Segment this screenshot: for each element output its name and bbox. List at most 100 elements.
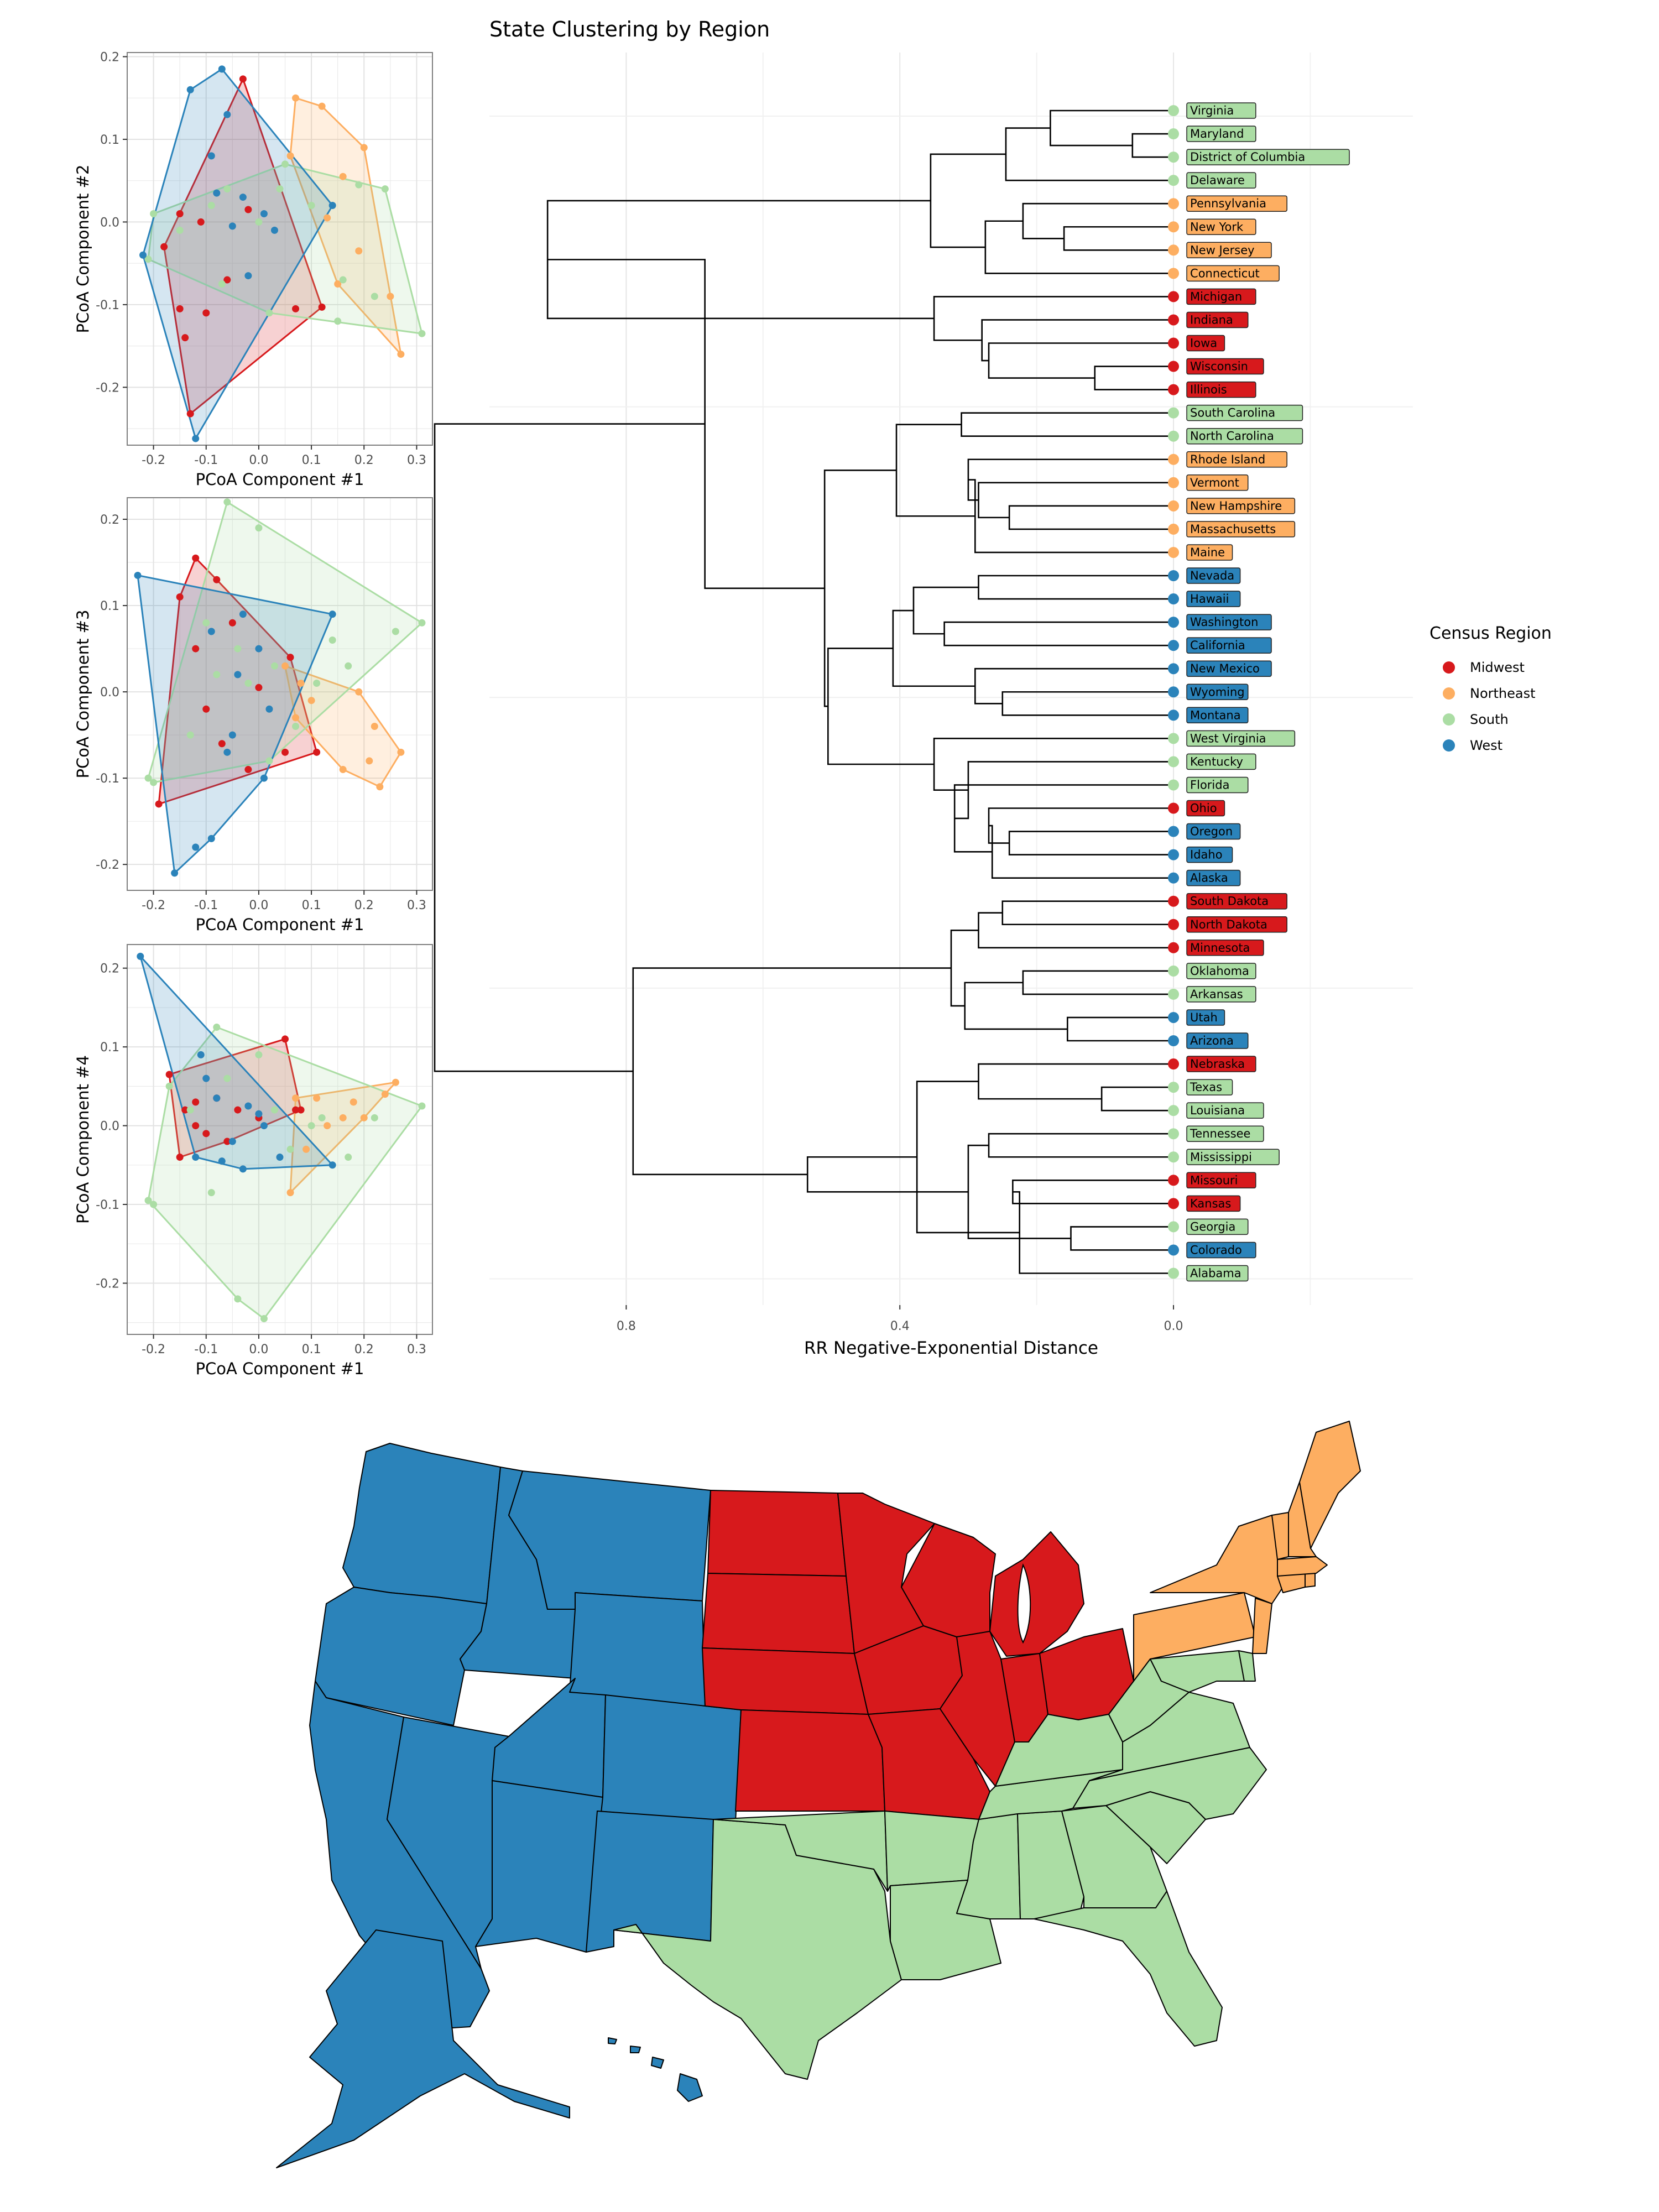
point-midwest <box>202 705 210 713</box>
leaf-point <box>1168 1035 1180 1046</box>
leaf-label-box <box>1186 427 1303 445</box>
leaf-point <box>1168 291 1180 302</box>
leaf-label: Maryland <box>1190 127 1244 140</box>
x-tick-label: 0.2 <box>354 899 374 912</box>
state-massachusetts <box>1277 1556 1328 1577</box>
dendrogram-branch <box>632 967 951 1176</box>
point-south <box>270 662 278 670</box>
leaf-point <box>1168 1011 1180 1023</box>
y-tick-label: -0.2 <box>96 1277 119 1291</box>
point-south <box>328 636 336 644</box>
point-midwest <box>176 210 184 217</box>
leaf-label: Wyoming <box>1190 685 1245 698</box>
leaf-point <box>1168 268 1180 279</box>
x-tick-label: -0.2 <box>142 453 165 467</box>
x-axis-label: PCoA Component #1 <box>196 470 364 489</box>
leaf-label-box <box>1186 893 1287 910</box>
point-south <box>307 202 315 210</box>
dendrogram-branch <box>954 761 1174 820</box>
leaf-label-box <box>1186 730 1296 747</box>
figure-title: State Clustering by Region <box>489 17 770 41</box>
leaf-label-box <box>1186 474 1249 491</box>
leaf-label: Maine <box>1190 546 1225 559</box>
x-tick-label: 0.8 <box>617 1319 636 1333</box>
leaf-label: Nebraska <box>1190 1057 1245 1071</box>
leaf-point <box>1168 1198 1180 1209</box>
leaf-point <box>1168 407 1180 419</box>
point-south <box>186 1106 194 1114</box>
point-south <box>371 293 378 300</box>
point-midwest <box>281 1035 289 1043</box>
y-axis-label: PCoA Component #3 <box>74 610 92 779</box>
point-south <box>213 671 221 679</box>
point-northeast <box>339 173 347 180</box>
y-tick-label: 0.1 <box>100 599 119 613</box>
dendrogram-branch <box>1012 1180 1174 1204</box>
dendrogram-branch <box>961 412 1174 437</box>
x-axis-label: PCoA Component #1 <box>196 915 364 934</box>
pcoa-panels: -0.2 -0.1 0.0 0.1 0.2 0.3 -0.2 -0.1 0.0 0.1 0.2 PCo… <box>74 50 433 1378</box>
point-northeast <box>313 1094 321 1102</box>
point-midwest <box>218 740 226 748</box>
leaf-label-box <box>1186 869 1241 886</box>
x-tick-label: 0.0 <box>249 453 268 467</box>
leaf-point <box>1168 384 1180 395</box>
x-tick-label: 0.3 <box>407 1343 426 1357</box>
dendrogram-branch <box>933 296 1174 341</box>
leaf-point <box>1168 663 1180 675</box>
leaf-label: Washington <box>1190 615 1258 629</box>
point-northeast <box>302 1145 310 1153</box>
point-south <box>213 1024 221 1031</box>
point-south <box>176 226 184 234</box>
leaf-point <box>1168 430 1180 442</box>
point-south <box>255 524 263 532</box>
leaf-label-box <box>1186 288 1256 305</box>
dendrogram-branch <box>1005 127 1174 181</box>
point-midwest <box>165 1071 173 1078</box>
leaf-point <box>1168 1058 1180 1070</box>
legend-label: Midwest <box>1470 660 1525 675</box>
state-alaska <box>276 1929 570 2168</box>
point-south <box>281 160 289 168</box>
point-west <box>228 731 236 739</box>
leaf-label: Kansas <box>1190 1197 1231 1210</box>
dendrogram-branch <box>1022 202 1174 239</box>
leaf-label-box <box>1186 358 1264 375</box>
dendrogram-branch <box>978 1063 1174 1100</box>
leaf-label: Georgia <box>1190 1220 1235 1233</box>
leaf-label: New York <box>1190 220 1244 233</box>
leaf-label: North Carolina <box>1190 430 1274 443</box>
point-south <box>234 1295 242 1303</box>
leaf-point <box>1168 1221 1180 1233</box>
leaf-label: New Mexico <box>1190 662 1260 675</box>
leaf-label-box <box>1186 986 1256 1003</box>
x-tick-label: 0.1 <box>302 1343 321 1357</box>
leaf-point <box>1168 1175 1180 1186</box>
leaf-label-box <box>1186 521 1296 538</box>
leaf-label-box <box>1186 707 1249 724</box>
leaf-label-box <box>1186 614 1272 630</box>
point-midwest <box>192 645 200 653</box>
dendrogram-branch <box>967 458 1174 501</box>
point-midwest <box>318 303 326 311</box>
state-north-carolina <box>1072 1747 1267 1820</box>
leaf-label: Arizona <box>1190 1034 1234 1047</box>
pcoa-panel-1: -0.2 -0.1 0.0 0.1 0.2 0.3 -0.2 -0.1 0.0 0.1 0.2 PCo… <box>74 50 433 489</box>
point-south <box>223 1074 231 1082</box>
leaf-label: Iowa <box>1190 337 1217 350</box>
state-michigan <box>989 1531 1084 1657</box>
point-west <box>228 1138 236 1145</box>
point-northeast <box>334 280 342 288</box>
point-northeast <box>339 766 347 774</box>
point-midwest <box>244 766 252 774</box>
dendrogram-branch <box>1001 900 1174 926</box>
point-south <box>255 218 263 226</box>
point-northeast <box>366 757 373 765</box>
point-midwest <box>160 243 168 251</box>
x-tick-label: 0.1 <box>302 899 321 912</box>
point-south <box>286 1145 294 1153</box>
leaf-label: Wisconsin <box>1190 360 1248 373</box>
point-west <box>223 111 231 118</box>
point-midwest <box>192 1122 200 1130</box>
leaf-label: New Jersey <box>1190 243 1255 257</box>
